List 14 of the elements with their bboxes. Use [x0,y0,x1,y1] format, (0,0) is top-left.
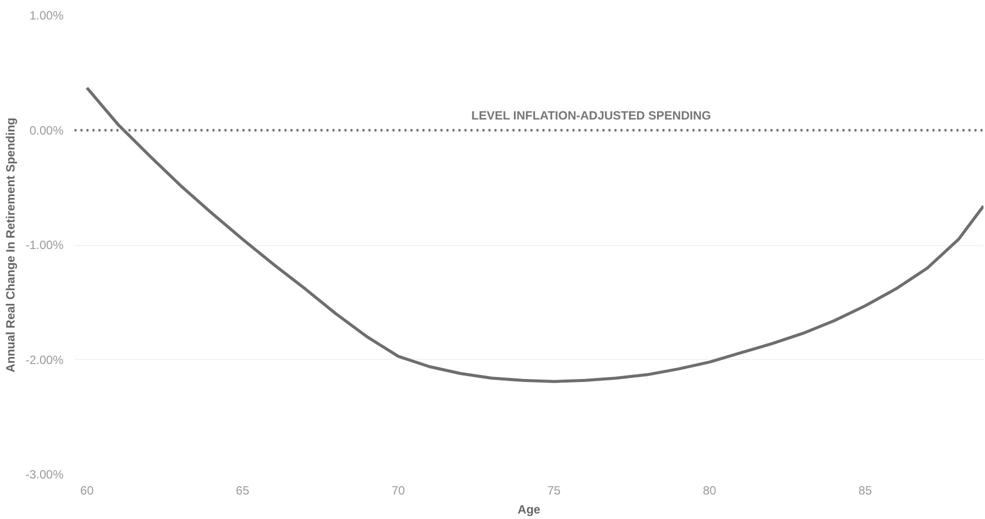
y-tick-label: 1.00% [29,8,64,22]
x-tick-label: 80 [702,484,717,498]
x-tick-label: 60 [80,484,94,498]
y-tick-label: 0.00% [29,123,64,138]
ref-line-label: LEVEL INFLATION-ADJUSTED SPENDING [471,108,711,122]
x-tick-label: 65 [236,484,250,498]
y-axis-title: Annual Real Change In Retirement Spending [3,118,18,372]
x-axis-title: Age [518,502,541,516]
y-tick-label: -2.00% [25,352,64,367]
y-tick-label: -3.00% [25,468,64,482]
x-tick-label: 75 [547,484,561,498]
x-tick-label: 85 [858,484,872,498]
x-tick-label: 70 [392,484,406,498]
y-tick-label: -1.00% [25,238,64,252]
